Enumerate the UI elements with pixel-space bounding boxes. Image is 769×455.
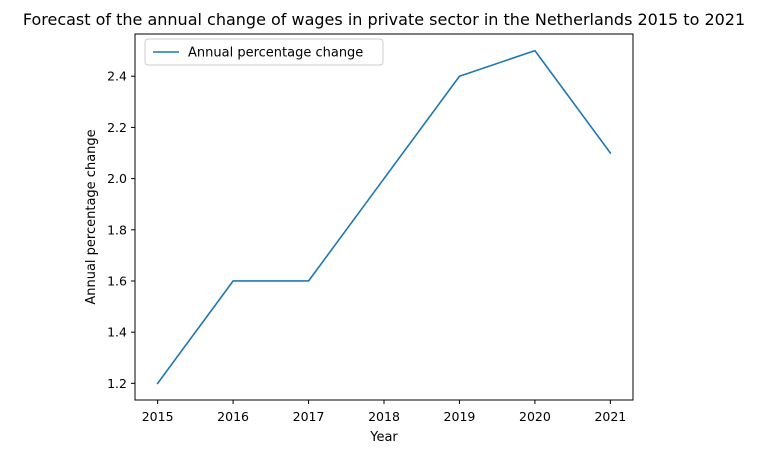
series-layer (156, 49, 612, 385)
y-tick-label: 1.8 (107, 222, 127, 237)
y-tick-label: 2.2 (107, 120, 127, 135)
x-axis-ticks: 2015 2016 2017 2018 2019 2020 2021 (142, 400, 626, 424)
y-axis-ticks: 1.2 1.4 1.6 1.8 2.0 2.2 2.4 (107, 69, 135, 391)
x-tick-label: 2019 (444, 409, 476, 424)
x-tick-label: 2017 (293, 409, 325, 424)
y-tick-label: 2.4 (107, 69, 127, 84)
x-axis-label: Year (369, 430, 398, 445)
series-line (156, 49, 612, 385)
plot-area-frame (134, 33, 634, 401)
x-tick-label: 2018 (368, 409, 400, 424)
y-tick-label: 1.4 (107, 325, 127, 340)
y-axis-label: Annual percentage change (84, 129, 99, 304)
y-tick-label: 2.0 (107, 171, 127, 186)
y-tick-label: 1.2 (107, 376, 127, 391)
legend-box (144, 38, 384, 66)
chart-title: Forecast of the annual change of wages i… (23, 10, 745, 29)
x-tick-label: 2016 (217, 409, 249, 424)
legend-entry-label: Annual percentage change (188, 46, 363, 61)
x-tick-label: 2015 (142, 409, 174, 424)
legend: Annual percentage change (144, 38, 384, 66)
x-tick-label: 2021 (594, 409, 626, 424)
y-tick-label: 1.6 (107, 273, 127, 288)
x-tick-label: 2020 (519, 409, 551, 424)
